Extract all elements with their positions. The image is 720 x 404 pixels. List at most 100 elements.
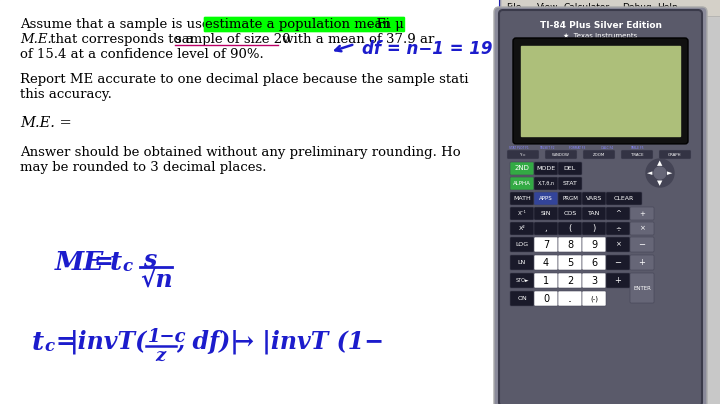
Text: . Fi: . Fi (368, 18, 390, 31)
Text: z: z (155, 347, 166, 365)
Text: STAT PLOT F1: STAT PLOT F1 (509, 146, 529, 150)
Text: LOG: LOG (516, 242, 528, 247)
Text: ME: ME (55, 250, 104, 275)
Text: ►: ► (667, 170, 672, 176)
Text: this accuracy.: this accuracy. (20, 88, 112, 101)
Circle shape (646, 159, 674, 187)
Text: =: = (93, 250, 113, 274)
Text: CALC F4: CALC F4 (601, 146, 613, 150)
Text: CLEAR: CLEAR (614, 196, 634, 201)
Text: √n: √n (140, 268, 173, 292)
Text: TI-84 Plus Silver Edition: TI-84 Plus Silver Edition (539, 21, 662, 30)
Text: PRGM: PRGM (562, 196, 578, 201)
Text: 6: 6 (591, 257, 597, 267)
FancyBboxPatch shape (510, 177, 534, 190)
Text: Answer should be obtained without any preliminary rounding. Ho: Answer should be obtained without any pr… (20, 146, 461, 159)
Text: ALPHA: ALPHA (513, 181, 531, 186)
FancyBboxPatch shape (534, 162, 558, 175)
Text: MODE: MODE (536, 166, 556, 171)
FancyBboxPatch shape (606, 222, 630, 235)
Text: TBLSET F2: TBLSET F2 (539, 146, 554, 150)
FancyBboxPatch shape (510, 273, 534, 288)
FancyBboxPatch shape (534, 255, 558, 270)
FancyBboxPatch shape (513, 38, 688, 144)
Text: Debug: Debug (622, 4, 652, 13)
Text: ◄: ◄ (647, 170, 653, 176)
FancyBboxPatch shape (534, 222, 558, 235)
FancyBboxPatch shape (630, 255, 654, 270)
Text: ▼: ▼ (657, 180, 662, 186)
FancyBboxPatch shape (558, 237, 582, 252)
Text: 8: 8 (567, 240, 573, 250)
FancyBboxPatch shape (606, 207, 630, 220)
FancyBboxPatch shape (534, 291, 558, 306)
Text: ZOOM: ZOOM (593, 152, 605, 156)
FancyBboxPatch shape (534, 192, 558, 205)
FancyBboxPatch shape (606, 273, 630, 288)
Text: X,T,θ,n: X,T,θ,n (538, 181, 554, 186)
FancyBboxPatch shape (510, 207, 534, 220)
Text: SIN: SIN (541, 211, 552, 216)
Text: sample of size 20: sample of size 20 (175, 33, 290, 46)
FancyBboxPatch shape (582, 273, 606, 288)
FancyBboxPatch shape (582, 207, 606, 220)
Text: FORMAT F3: FORMAT F3 (569, 146, 585, 150)
FancyBboxPatch shape (606, 255, 630, 270)
Text: MATH: MATH (513, 196, 531, 201)
Text: ): ) (593, 224, 595, 233)
Text: df = n−1 = 19: df = n−1 = 19 (362, 40, 492, 58)
FancyBboxPatch shape (510, 291, 534, 306)
FancyBboxPatch shape (534, 273, 558, 288)
Text: ▲: ▲ (657, 160, 662, 166)
FancyBboxPatch shape (630, 237, 654, 252)
FancyBboxPatch shape (630, 222, 654, 235)
Text: View: View (537, 4, 559, 13)
Text: ^: ^ (615, 210, 621, 217)
FancyBboxPatch shape (558, 222, 582, 235)
Text: Calculator: Calculator (563, 4, 609, 13)
Text: c: c (122, 258, 132, 275)
Text: 9: 9 (591, 240, 597, 250)
Bar (508, 145, 693, 152)
FancyBboxPatch shape (507, 150, 539, 159)
FancyBboxPatch shape (621, 150, 653, 159)
FancyBboxPatch shape (606, 192, 642, 205)
Text: Report ME accurate to one decimal place because the sample stati: Report ME accurate to one decimal place … (20, 73, 469, 86)
FancyBboxPatch shape (558, 162, 582, 175)
Text: → |invT (1−: → |invT (1− (226, 330, 384, 354)
Text: +: + (639, 258, 645, 267)
Text: ★  Texas Instruments: ★ Texas Instruments (563, 33, 638, 39)
Bar (500, 0, 720, 16)
Text: ÷: ÷ (615, 225, 621, 231)
FancyBboxPatch shape (582, 291, 606, 306)
FancyBboxPatch shape (558, 177, 582, 190)
Text: 7: 7 (543, 240, 549, 250)
Text: X⁻¹: X⁻¹ (518, 211, 526, 216)
Text: VARS: VARS (586, 196, 602, 201)
FancyBboxPatch shape (659, 150, 691, 159)
FancyBboxPatch shape (510, 192, 534, 205)
Text: M.E.: M.E. (20, 33, 52, 46)
FancyBboxPatch shape (583, 150, 615, 159)
Text: 3: 3 (591, 276, 597, 286)
Text: estimate a population mean μ: estimate a population mean μ (205, 18, 404, 31)
Text: DEL: DEL (564, 166, 576, 171)
Circle shape (654, 167, 666, 179)
Text: ×: × (639, 225, 645, 231)
Text: ENTER: ENTER (633, 286, 651, 290)
Text: TABLE F5: TABLE F5 (630, 146, 644, 150)
Text: APPS: APPS (539, 196, 553, 201)
Text: may be rounded to 3 decimal places.: may be rounded to 3 decimal places. (20, 161, 266, 174)
Text: .: . (568, 292, 572, 305)
Text: ON: ON (517, 296, 527, 301)
FancyBboxPatch shape (558, 207, 582, 220)
Text: WINDOW: WINDOW (552, 152, 570, 156)
Text: that corresponds to a: that corresponds to a (46, 33, 198, 46)
Text: 1−c: 1−c (148, 328, 186, 346)
FancyBboxPatch shape (582, 222, 606, 235)
Text: Y=: Y= (520, 152, 526, 156)
Bar (521, 46, 680, 136)
Bar (0, 0, 500, 404)
Text: TRACE: TRACE (631, 152, 643, 156)
FancyBboxPatch shape (499, 10, 702, 404)
